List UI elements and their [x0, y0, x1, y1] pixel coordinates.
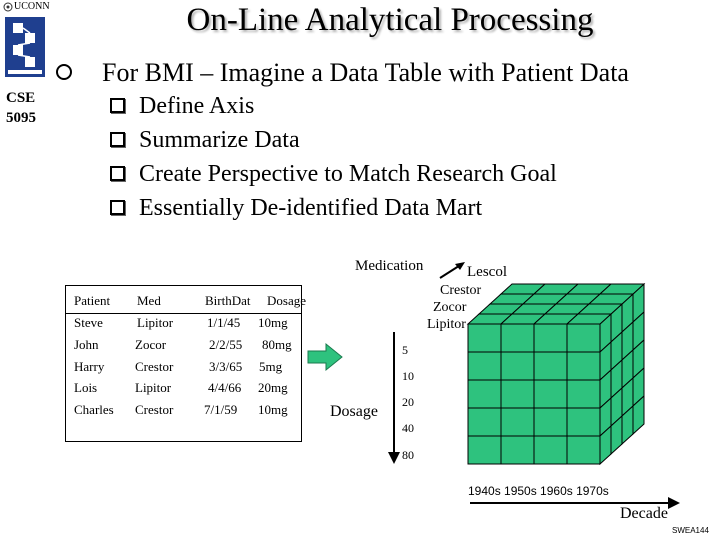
dosage-label: 10	[402, 369, 414, 383]
cube-front-cell	[467, 435, 502, 465]
table-cell: 20mg	[258, 380, 288, 395]
table-header-cell: Patient	[74, 293, 111, 308]
cube-front-cell	[500, 379, 535, 409]
medication-axis-label: Medication	[355, 258, 424, 274]
table-cell: Crestor	[135, 402, 174, 417]
table-header-cell: BirthDat	[205, 293, 251, 308]
dosage-label: 40	[402, 421, 414, 435]
cube-front-cell	[500, 407, 535, 437]
uconn-seal-icon	[3, 2, 13, 12]
cube-front-cell	[566, 351, 601, 381]
olap-cube	[466, 282, 646, 466]
table-cell: 4/4/66	[208, 380, 242, 395]
slide-title: On-Line Analytical Processing	[186, 2, 594, 38]
decade-labels: 1940s 1950s 1960s 1970s	[468, 484, 609, 498]
main-bullet-text: For BMI – Imagine a Data Table with Pati…	[102, 58, 629, 87]
right-arrow-icon	[307, 342, 343, 372]
circle-bullet-icon	[56, 64, 72, 81]
cube-front-cell	[500, 323, 535, 353]
medication-label: Lipitor	[427, 317, 466, 332]
table-cell: 5mg	[259, 359, 283, 374]
table-cell: 80mg	[262, 337, 292, 352]
table-cell: 10mg	[258, 315, 288, 330]
decade-axis-label: Decade	[620, 505, 668, 522]
patient-table	[65, 285, 302, 442]
square-bullet-icon	[110, 165, 125, 181]
cube-front-cell	[533, 435, 568, 465]
table-cell: Charles	[74, 402, 114, 417]
table-cell: Lois	[74, 380, 98, 395]
cube-front-cell	[566, 407, 601, 437]
dosage-label: 20	[402, 395, 414, 409]
table-header-cell: Dosage	[267, 293, 306, 308]
table-cell: 7/1/59	[204, 402, 238, 417]
table-cell: Steve	[74, 315, 103, 330]
cube-front-cell	[533, 379, 568, 409]
dosage-label: 80	[402, 448, 414, 462]
table-cell: Zocor	[135, 337, 167, 352]
course-code-line2: 5095	[6, 110, 36, 126]
medication-label: Zocor	[433, 300, 467, 315]
table-header-cell: Med	[137, 293, 161, 308]
table-cell: Harry	[74, 359, 105, 374]
sub-bullet-text: Create Perspective to Match Research Goa…	[139, 161, 557, 187]
course-code-line1: CSE	[6, 90, 36, 106]
cube-front-cell	[467, 407, 502, 437]
table-cell: Crestor	[135, 359, 174, 374]
sub-bullet: Define Axis	[110, 93, 254, 120]
main-bullet: For BMI – Imagine a Data Table with Pati…	[56, 58, 629, 88]
course-logo-icon	[5, 17, 45, 77]
decade-axis-arrow	[470, 497, 680, 509]
cube-front-cell	[533, 407, 568, 437]
table-header-divider	[65, 313, 301, 314]
cube-front-cell	[566, 435, 601, 465]
slide-footer-code: SWEA144	[672, 526, 709, 535]
table-cell: 10mg	[258, 402, 288, 417]
cube-top-cell	[598, 283, 646, 295]
medication-label: Crestor	[440, 283, 482, 298]
sub-bullet-text: Define Axis	[139, 93, 255, 119]
medication-label: Lescol	[467, 264, 507, 280]
table-cell: 1/1/45	[207, 315, 241, 330]
table-cell: 3/3/65	[209, 359, 243, 374]
uconn-logo-text: UCONN	[14, 1, 50, 12]
cube-front-cell	[467, 379, 502, 409]
sub-bullet: Essentially De-identified Data Mart	[110, 195, 482, 222]
cube-front-cell	[566, 379, 601, 409]
cube-side-cell	[632, 394, 645, 436]
dosage-axis-label: Dosage	[330, 403, 378, 420]
dosage-label: 5	[402, 343, 408, 357]
medication-axis-arrow	[439, 262, 465, 279]
table-cell: 2/2/55	[209, 337, 243, 352]
cube-front-cell	[467, 351, 502, 381]
sub-bullet-text: Summarize Data	[139, 127, 300, 153]
square-bullet-icon	[110, 131, 125, 147]
sub-bullet-text: Essentially De-identified Data Mart	[139, 195, 483, 221]
square-bullet-icon	[110, 97, 125, 113]
cube-front-cell	[533, 351, 568, 381]
cube-front-cell	[500, 351, 535, 381]
cube-front-cell	[467, 323, 502, 353]
cube-front-cell	[500, 435, 535, 465]
square-bullet-icon	[110, 199, 125, 215]
table-cell: Lipitor	[137, 315, 174, 330]
dosage-axis-arrow	[388, 332, 400, 464]
cube-front-cell	[566, 323, 601, 353]
sidebar: UCONN CSE 5095	[0, 0, 50, 540]
table-cell: Lipitor	[135, 380, 172, 395]
sub-bullet: Create Perspective to Match Research Goa…	[110, 161, 557, 188]
sub-bullet: Summarize Data	[110, 127, 300, 154]
table-cell: John	[74, 337, 99, 352]
cube-front-cell	[533, 323, 568, 353]
